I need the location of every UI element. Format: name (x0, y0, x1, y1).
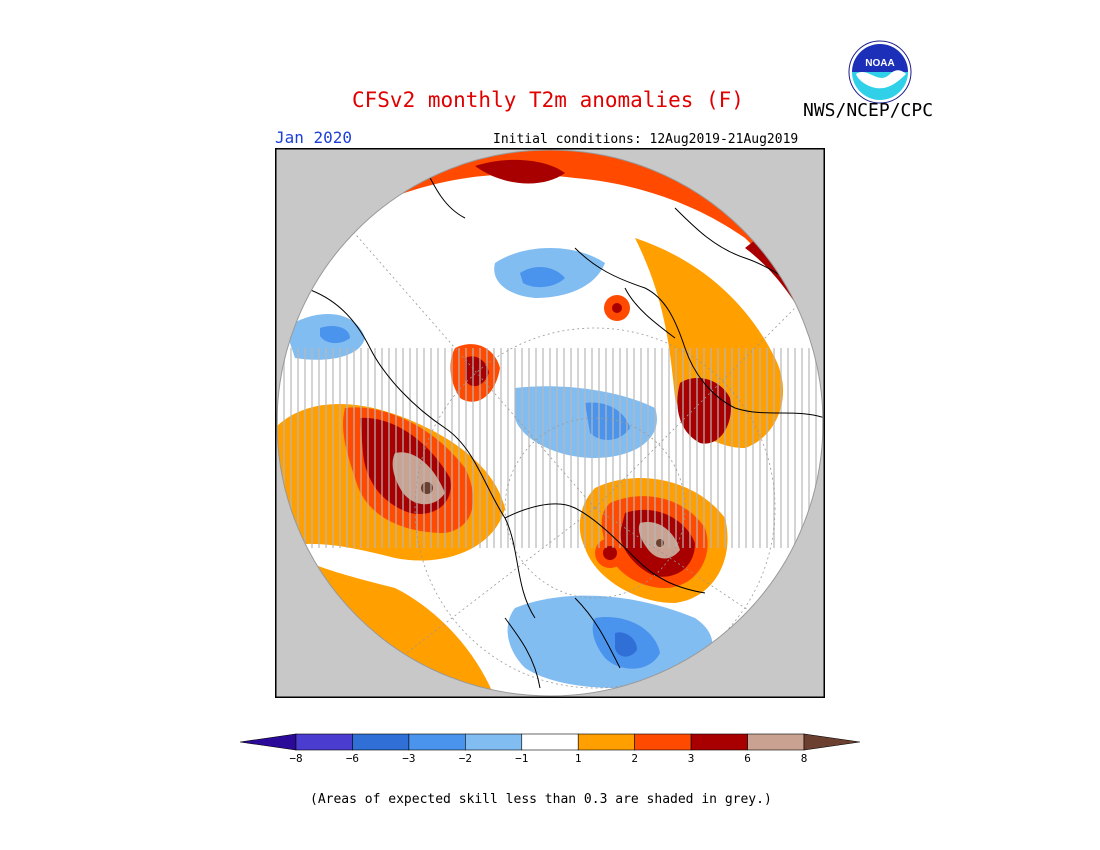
legend-bin (352, 733, 410, 751)
cold-region-top-core (520, 266, 565, 288)
legend-tick-label: 3 (687, 752, 695, 765)
anomaly-map (275, 148, 825, 698)
polar-disc (277, 150, 823, 696)
legend-bin (408, 733, 466, 751)
legend-tick-label: 2 (631, 752, 638, 765)
legend-bin (239, 733, 297, 751)
legend-tick-label: 6 (744, 752, 751, 765)
legend-bin (577, 733, 635, 751)
legend-tick-label: −2 (458, 752, 472, 765)
legend-tick-label: −1 (515, 752, 529, 765)
low-skill-shading (277, 348, 823, 548)
legend-tick-label: −8 (289, 752, 303, 765)
noaa-logo: NOAA (848, 40, 912, 104)
color-legend (239, 733, 861, 751)
map-title: CFSv2 monthly T2m anomalies (F) (352, 88, 744, 112)
forecast-month: Jan 2020 (275, 128, 353, 147)
warm-region-north-strong (335, 150, 823, 368)
legend-bin (634, 733, 692, 751)
legend-tick-label: −3 (402, 752, 416, 765)
legend-tick-label: 8 (800, 752, 808, 765)
legend-bin (295, 733, 353, 751)
skill-footnote: (Areas of expected skill less than 0.3 a… (310, 792, 772, 807)
legend-tick-label: −6 (345, 752, 360, 765)
warm-region-top-core (475, 159, 565, 184)
agency-label: NWS/NCEP/CPC (803, 100, 934, 121)
legend-bin (690, 733, 748, 751)
noaa-logo-text: NOAA (865, 58, 894, 69)
legend-tick-label: 1 (574, 752, 582, 765)
initial-conditions: Initial conditions: 12Aug2019-21Aug2019 (493, 132, 799, 147)
legend-bin (803, 733, 861, 751)
legend-bin (521, 733, 579, 751)
map-border (275, 148, 825, 698)
legend-bin (747, 733, 805, 751)
legend-bin (465, 733, 523, 751)
